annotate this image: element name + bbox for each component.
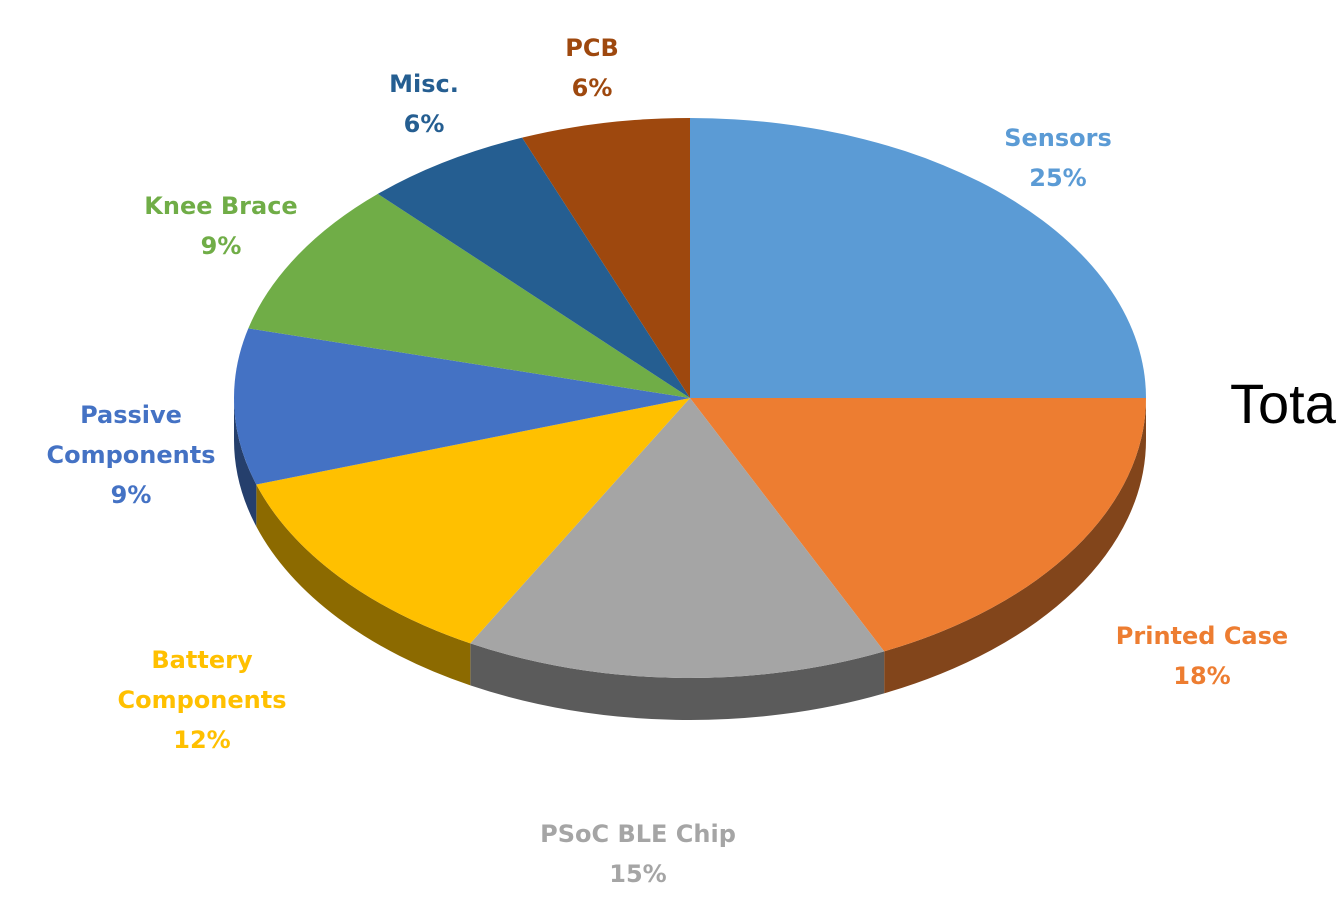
slice-percent-label: 9% [111, 481, 152, 509]
slice-name-label: Passive [80, 401, 182, 429]
slice-percent-label: 6% [572, 74, 613, 102]
pie-labels: Sensors 25% Printed Case 18% PSoC BLE Chip 15… [47, 34, 1289, 888]
pie-slice-battery-components [256, 398, 690, 644]
slice-percent-label: 25% [1029, 164, 1086, 192]
pie-top-layer [234, 118, 1146, 678]
data-label-passive-components: Passive Components 9% [47, 401, 216, 509]
pie-slice-pcb [522, 118, 690, 398]
pie-slice-misc [377, 137, 690, 398]
pie-slice-psoc-ble-chip [470, 398, 885, 678]
pie-side-passive-components [234, 398, 257, 527]
slice-name-label: Printed Case [1116, 622, 1288, 650]
slice-name-label: Knee Brace [144, 192, 297, 220]
pie-side-battery-components [256, 484, 471, 686]
data-label-sensors: Sensors 25% [1004, 124, 1112, 192]
slice-name-label: Components [118, 686, 287, 714]
slice-percent-label: 12% [173, 726, 230, 754]
data-label-battery-components: Battery Components 12% [118, 646, 287, 754]
pie-slice-knee-brace [248, 193, 690, 398]
pie-slice-printed-case [690, 398, 1146, 652]
data-label-pcb: PCB 6% [565, 34, 619, 102]
pie-side-printed-case [884, 398, 1146, 694]
data-label-psoc-ble-chip: PSoC BLE Chip 15% [540, 820, 736, 888]
slice-percent-label: 15% [609, 860, 666, 888]
slice-name-label: Components [47, 441, 216, 469]
pie-slice-sensors [690, 118, 1146, 398]
pie-depth-layer [234, 398, 1146, 720]
slice-name-label: Misc. [389, 70, 459, 98]
pie-side-psoc-ble-chip [470, 643, 885, 720]
slice-percent-label: 6% [404, 110, 445, 138]
slice-name-label: Sensors [1004, 124, 1112, 152]
side-text: Tota [1230, 372, 1337, 435]
data-label-printed-case: Printed Case 18% [1116, 622, 1288, 690]
slice-percent-label: 9% [201, 232, 242, 260]
data-label-misc: Misc. 6% [389, 70, 459, 138]
slice-percent-label: 18% [1173, 662, 1230, 690]
data-label-knee-brace: Knee Brace 9% [144, 192, 297, 260]
slice-name-label: PSoC BLE Chip [540, 820, 736, 848]
pie-slice-passive-components [234, 328, 690, 485]
slice-name-label: PCB [565, 34, 619, 62]
slice-name-label: Battery [151, 646, 253, 674]
